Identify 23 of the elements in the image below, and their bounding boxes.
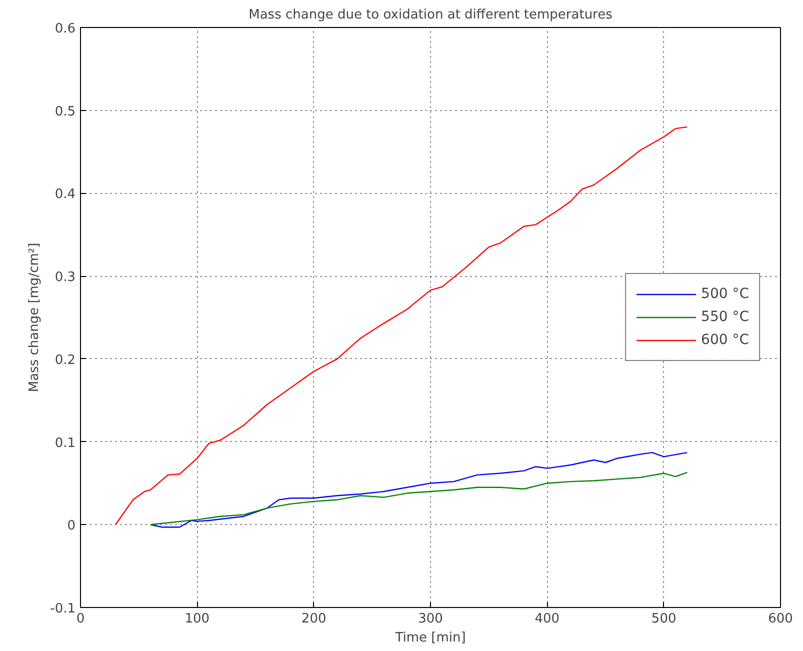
y-tick-label: 0.6 — [54, 22, 76, 36]
x-tick-label: 600 — [768, 612, 793, 626]
line-series — [114, 126, 688, 526]
y-tick-label: 0.5 — [54, 104, 76, 120]
line-series — [150, 452, 688, 528]
y-tick-label: 0.3 — [54, 270, 76, 286]
x-tick-label: 400 — [534, 612, 560, 626]
x-tick-label: 200 — [301, 612, 326, 626]
x-tick-label: 100 — [184, 612, 210, 626]
y-tick-label: -0.1 — [50, 602, 76, 616]
y-tick-label: 0.1 — [54, 436, 76, 451]
x-tick-label: 500 — [651, 612, 676, 626]
legend-label: 550 °C — [701, 309, 749, 325]
y-tick-label: 0.2 — [54, 352, 76, 368]
y-tick-label: 0.4 — [54, 187, 76, 202]
chart-title: Mass change due to oxidation at different temperatures — [248, 8, 613, 22]
y-tick-label: 0 — [67, 518, 76, 534]
legend-label: 500 °C — [701, 286, 749, 302]
line-series — [150, 472, 688, 526]
x-axis-title: Time [min] — [394, 630, 466, 646]
y-axis-title: Mass change [mg/cm²] — [27, 242, 42, 392]
x-tick-label: 300 — [418, 612, 443, 626]
legend-label: 600 °C — [701, 332, 749, 348]
